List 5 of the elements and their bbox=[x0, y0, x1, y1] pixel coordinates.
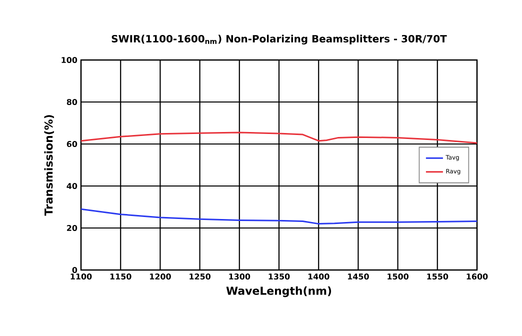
chart-title: SWIR(1100-1600$_{nm}$) Non-Polarizing Beamsplitters - 30R/70T bbox=[112, 34, 447, 45]
y-axis-title: Transmission(%) bbox=[44, 115, 54, 216]
x-axis-title: WaveLength(nm) bbox=[226, 286, 332, 298]
line-series bbox=[81, 208, 478, 225]
line-series bbox=[81, 132, 478, 144]
